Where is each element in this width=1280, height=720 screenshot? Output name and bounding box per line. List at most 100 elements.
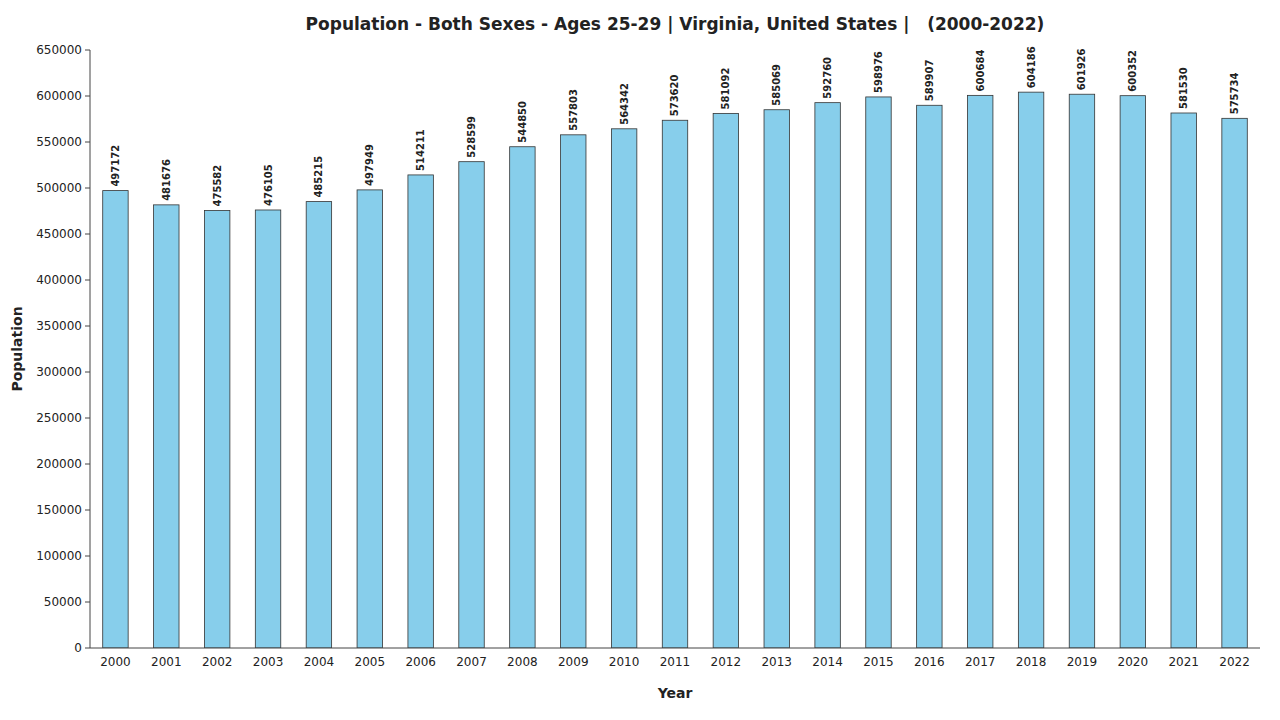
x-tick-label: 2014 <box>812 655 843 669</box>
y-tick-label: 50000 <box>44 595 82 609</box>
y-tick <box>85 234 90 235</box>
data-label: 475582 <box>212 165 223 207</box>
bar <box>815 103 840 648</box>
y-tick <box>85 50 90 51</box>
bar <box>459 162 484 648</box>
y-tick-label: 250000 <box>36 411 82 425</box>
chart: 4971724816764755824761054852154979495142… <box>0 0 1280 720</box>
data-label: 528599 <box>466 116 477 158</box>
data-label: 575734 <box>1229 73 1240 115</box>
bar <box>255 210 280 648</box>
x-tick-label: 2003 <box>253 655 284 669</box>
bar <box>917 105 942 648</box>
x-tick-label: 2004 <box>304 655 335 669</box>
data-label: 600684 <box>975 50 986 92</box>
x-tick-label: 2021 <box>1168 655 1199 669</box>
bar <box>866 97 891 648</box>
y-tick-label: 0 <box>74 641 82 655</box>
y-tick-label: 550000 <box>36 135 82 149</box>
x-tick-label: 2007 <box>456 655 487 669</box>
x-tick-label: 2011 <box>660 655 691 669</box>
x-tick-label: 2005 <box>355 655 386 669</box>
bar <box>713 113 738 648</box>
y-tick <box>85 280 90 281</box>
y-tick-label: 450000 <box>36 227 82 241</box>
y-tick-label: 650000 <box>36 43 82 57</box>
y-tick <box>85 142 90 143</box>
y-axis-line <box>90 50 91 648</box>
data-label: 497172 <box>110 145 121 187</box>
x-tick-label: 2009 <box>558 655 589 669</box>
data-label: 601926 <box>1076 48 1087 90</box>
bar <box>1018 92 1043 648</box>
y-axis-label: Population <box>9 306 25 391</box>
bar <box>357 190 382 648</box>
bar <box>103 191 128 648</box>
bar <box>1069 94 1094 648</box>
bar <box>611 129 636 648</box>
x-tick-label: 2019 <box>1067 655 1098 669</box>
bar <box>1171 113 1196 648</box>
data-label: 485215 <box>313 156 324 198</box>
x-tick-label: 2022 <box>1219 655 1250 669</box>
y-tick <box>85 510 90 511</box>
y-tick <box>85 464 90 465</box>
data-label: 585069 <box>771 64 782 106</box>
y-tick <box>85 418 90 419</box>
x-tick-label: 2016 <box>914 655 945 669</box>
y-tick-label: 200000 <box>36 457 82 471</box>
y-tick-label: 350000 <box>36 319 82 333</box>
data-label: 598976 <box>873 51 884 93</box>
axes: 0 50000 100000 150000 200000 250000 300000 3500… <box>36 43 1260 669</box>
data-label: 581092 <box>720 68 731 110</box>
data-label: 564342 <box>619 83 630 125</box>
x-axis-line <box>90 648 1260 649</box>
y-tick-label: 400000 <box>36 273 82 287</box>
data-label: 557803 <box>568 89 579 131</box>
y-tick-label: 600000 <box>36 89 82 103</box>
data-label: 573620 <box>670 74 681 116</box>
data-label: 544850 <box>517 101 528 143</box>
y-tick <box>85 602 90 603</box>
y-tick-label: 100000 <box>36 549 82 563</box>
x-tick-label: 2000 <box>100 655 131 669</box>
y-tick <box>85 326 90 327</box>
data-label: 592760 <box>822 57 833 99</box>
y-tick-label: 500000 <box>36 181 82 195</box>
data-label: 604186 <box>1026 46 1037 88</box>
bar <box>561 135 586 648</box>
data-label: 514211 <box>415 129 426 171</box>
y-tick <box>85 188 90 189</box>
title: Population - Both Sexes - Ages 25-29 | V… <box>306 14 1045 34</box>
x-tick-label: 2012 <box>711 655 742 669</box>
x-tick-label: 2008 <box>507 655 538 669</box>
data-label: 476105 <box>263 164 274 206</box>
data-label: 589907 <box>924 59 935 101</box>
bar <box>1222 118 1247 648</box>
data-label: 481676 <box>161 159 172 201</box>
x-axis-label: Year <box>657 685 693 701</box>
x-tick-label: 2017 <box>965 655 996 669</box>
x-tick-label: 2006 <box>405 655 436 669</box>
bars <box>103 92 1248 648</box>
bar <box>204 210 229 648</box>
x-tick-label: 2020 <box>1118 655 1149 669</box>
bar <box>662 120 687 648</box>
y-tick-label: 150000 <box>36 503 82 517</box>
x-tick-label: 2015 <box>863 655 894 669</box>
x-tick-label: 2018 <box>1016 655 1047 669</box>
bar <box>1120 96 1145 648</box>
bar <box>510 147 535 648</box>
x-tick-label: 2013 <box>761 655 792 669</box>
y-tick <box>85 96 90 97</box>
data-labels: 4971724816764755824761054852154979495142… <box>110 46 1240 206</box>
x-tick-label: 2010 <box>609 655 640 669</box>
bar <box>306 202 331 648</box>
y-tick <box>85 556 90 557</box>
data-label: 600352 <box>1127 50 1138 92</box>
bar <box>154 205 179 648</box>
x-tick-label: 2001 <box>151 655 182 669</box>
data-label: 581530 <box>1178 67 1189 109</box>
y-tick-label: 300000 <box>36 365 82 379</box>
bar <box>408 175 433 648</box>
